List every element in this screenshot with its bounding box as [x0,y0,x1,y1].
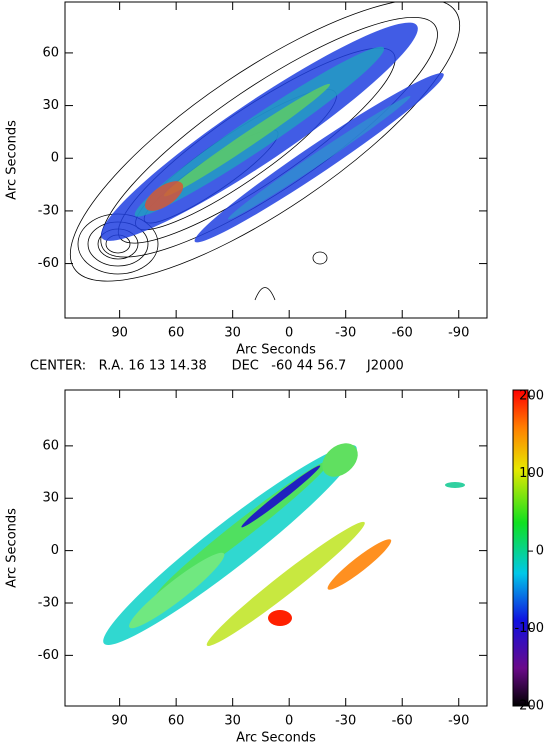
plot-frame [64,389,488,707]
y-axis-label: Arc Seconds [5,508,20,588]
x-tick-label: -60 [392,326,413,341]
colorbar-tick-label: 200 [519,389,544,404]
x-tick-label: -90 [448,714,469,729]
x-tick-label: 0 [285,326,293,341]
y-tick-label: 60 [42,45,59,60]
x-tick-label: 60 [168,714,185,729]
colorbar-tick-label: -100 [514,621,544,636]
x-axis-label: Arc Seconds [236,731,316,746]
patch [445,482,465,488]
patch [322,443,358,477]
image-panel-top [69,2,461,301]
x-tick-label: 30 [224,714,241,729]
y-tick-label: 0 [51,151,59,166]
colorbar-tick-label: 0 [536,544,544,559]
colorbar [512,389,529,707]
x-tick-label: 60 [168,326,185,341]
x-tick-label: 90 [111,326,128,341]
x-tick-label: -30 [335,326,356,341]
colorbar-tick-label: -200 [514,699,544,714]
y-tick-label: 0 [51,543,59,558]
x-tick-label: -30 [335,714,356,729]
emission [101,22,444,243]
y-tick-label: 30 [42,98,59,113]
y-tick-label: -60 [38,648,59,663]
y-tick-label: -30 [38,203,59,218]
x-tick-label: 90 [111,714,128,729]
velocity-map [103,444,392,646]
x-tick-label: 30 [224,326,241,341]
y-tick-label: -60 [38,256,59,271]
red-patch [268,610,292,626]
y-tick-label: -30 [38,595,59,610]
image-panel-bottom [103,443,465,646]
axes: 90 60 30 0 -30 -60 -90 -60 -30 0 30 60 Arc Seconds Ar… [5,1,544,746]
colorbar-tick-label: 100 [519,466,544,481]
x-axis-label: Arc Seconds [236,343,316,358]
y-axis-label: Arc Seconds [5,120,20,200]
plot-frame [64,1,488,319]
annotation: CENTER: R.A. 16 13 14.38 DEC -60 44 56.7… [30,359,404,374]
x-tick-label: 0 [285,714,293,729]
x-tick-label: -60 [392,714,413,729]
y-tick-label: 30 [42,491,59,506]
y-tick-label: 60 [42,438,59,453]
x-tick-label: -90 [448,326,469,341]
